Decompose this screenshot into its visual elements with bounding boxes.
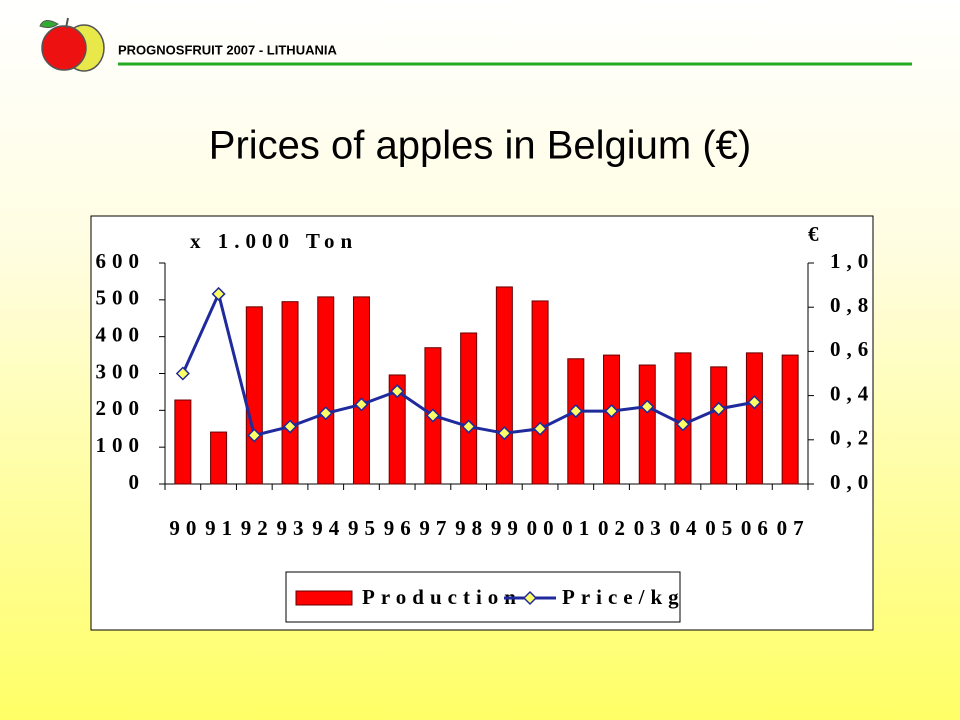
y-tick-label: 0 xyxy=(129,470,146,494)
bar xyxy=(710,366,728,485)
bar xyxy=(317,296,335,485)
price-marker xyxy=(604,404,619,419)
chart-title: Prices of apples in Belgium (€) xyxy=(209,124,751,168)
bar xyxy=(531,300,549,485)
price-marker xyxy=(533,421,548,436)
price-marker xyxy=(425,408,440,423)
price-marker xyxy=(354,397,369,412)
y2-tick-label: 0,0 xyxy=(830,470,874,494)
legend-label: Price/kg xyxy=(562,585,685,609)
y-tick-label: 200 xyxy=(96,396,146,420)
price-marker xyxy=(390,384,405,399)
x-tick-label: 00 xyxy=(527,516,560,540)
x-tick-label: 05 xyxy=(705,516,738,540)
bar xyxy=(460,332,478,485)
x-tick-label: 91 xyxy=(205,516,238,540)
x-tick-label: 96 xyxy=(384,516,417,540)
price-marker xyxy=(568,404,583,419)
price-marker xyxy=(747,395,762,410)
x-tick-label: 98 xyxy=(455,516,488,540)
price-marker xyxy=(318,406,333,421)
legend-label: Production xyxy=(362,585,522,609)
legend-marker xyxy=(522,590,538,606)
bar xyxy=(174,399,192,485)
y-tick-label: 100 xyxy=(96,433,146,457)
y-tick-label: 500 xyxy=(96,286,146,310)
bar xyxy=(745,352,763,485)
x-tick-label: 07 xyxy=(777,516,810,540)
bar xyxy=(781,354,799,485)
y-tick-label: 300 xyxy=(96,359,146,383)
legend-swatch xyxy=(295,590,353,606)
x-tick-label: 06 xyxy=(741,516,774,540)
x-tick-label: 01 xyxy=(562,516,595,540)
price-marker xyxy=(211,286,226,302)
x-tick-label: 04 xyxy=(669,516,702,540)
chart-frame xyxy=(90,215,874,631)
bar xyxy=(281,301,299,485)
y2-tick-label: 0,2 xyxy=(830,426,874,450)
bar xyxy=(495,286,513,485)
price-marker xyxy=(497,426,512,441)
x-tick-label: 90 xyxy=(169,516,202,540)
x-tick-label: 93 xyxy=(277,516,310,540)
x-tick-label: 95 xyxy=(348,516,381,540)
price-marker xyxy=(640,399,655,414)
y2-tick-label: 0,4 xyxy=(830,381,874,405)
x-tick-label: 94 xyxy=(312,516,345,540)
x-tick-label: 02 xyxy=(598,516,631,540)
y2-axis-label: € xyxy=(808,222,825,246)
y-tick-label: 600 xyxy=(96,249,146,273)
y2-tick-label: 0,8 xyxy=(830,293,874,317)
x-tick-label: 92 xyxy=(241,516,274,540)
price-marker xyxy=(461,419,476,434)
bar xyxy=(210,431,228,485)
x-tick-label: 03 xyxy=(634,516,667,540)
price-marker xyxy=(282,419,298,434)
bar xyxy=(603,354,621,485)
logo xyxy=(39,17,105,72)
bar xyxy=(388,374,406,485)
bar xyxy=(567,358,585,485)
y-axis-label: x 1.000 Ton xyxy=(190,229,358,253)
y-tick-label: 400 xyxy=(96,322,146,346)
x-tick-label: 97 xyxy=(419,516,452,540)
price-marker xyxy=(175,366,190,381)
y2-tick-label: 1,0 xyxy=(830,249,874,273)
y2-tick-label: 0,6 xyxy=(830,337,874,361)
bar xyxy=(352,296,370,485)
bar xyxy=(638,364,656,485)
price-marker xyxy=(675,417,691,432)
x-tick-label: 99 xyxy=(491,516,524,540)
bar xyxy=(245,306,263,485)
price-marker xyxy=(711,401,726,416)
price-marker xyxy=(247,428,262,443)
header-title: PROGNOSFRUIT 2007 - LITHUANIA xyxy=(118,42,337,57)
